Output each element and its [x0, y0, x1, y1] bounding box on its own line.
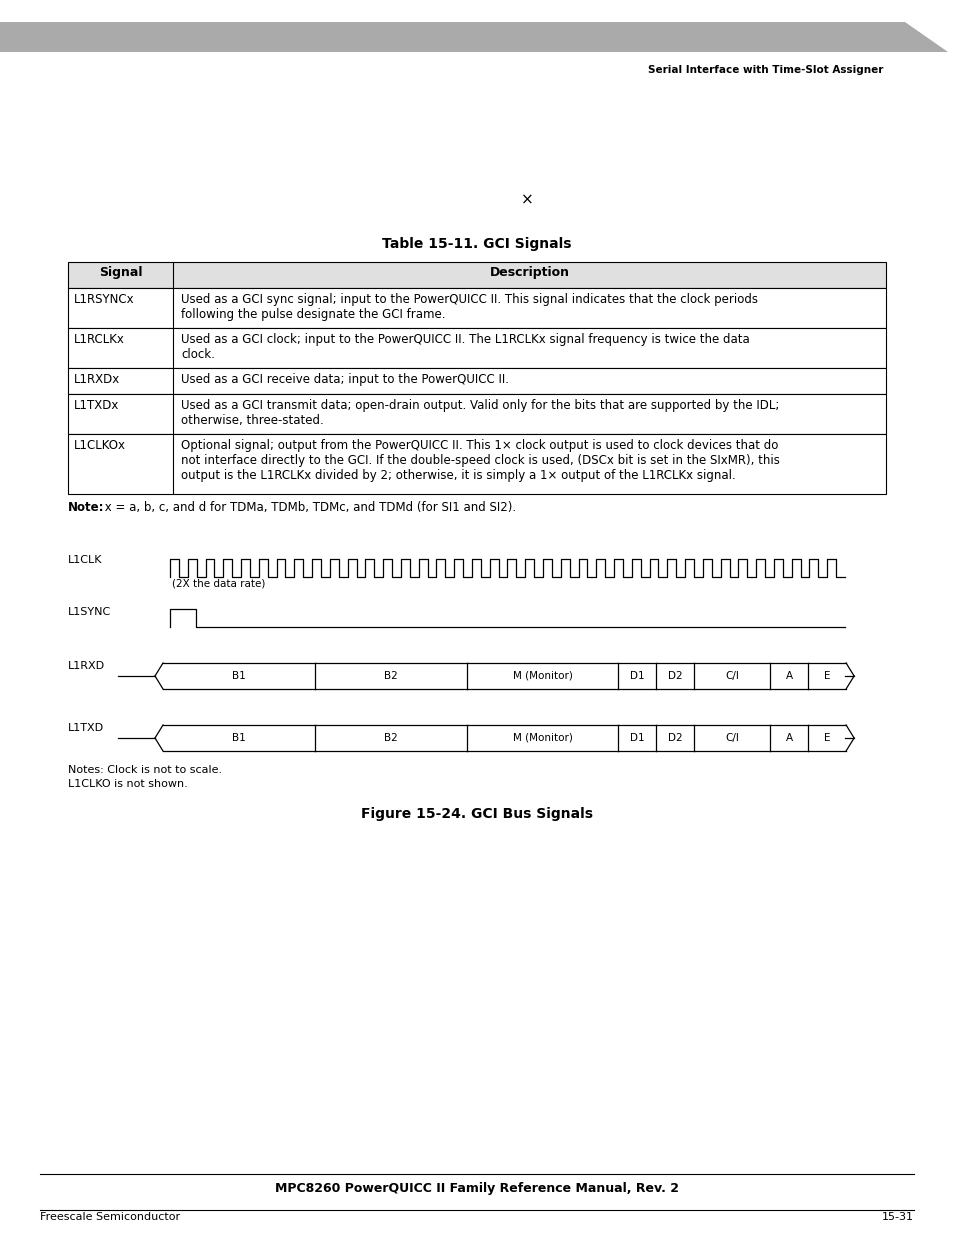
Text: D1: D1 [629, 734, 644, 743]
Text: E: E [823, 671, 829, 680]
Bar [68, 262, 885, 288]
Text: M (Monitor): M (Monitor) [512, 734, 572, 743]
Text: x = a, b, c, and d for TDMa, TDMb, TDMc, and TDMd (for SI1 and SI2).: x = a, b, c, and d for TDMa, TDMb, TDMc,… [101, 501, 516, 514]
Text: Serial Interface with Time-Slot Assigner: Serial Interface with Time-Slot Assigner [647, 65, 882, 75]
Bar [68, 329, 885, 368]
Text: D2: D2 [667, 734, 682, 743]
Text: Figure 15-24. GCI Bus Signals: Figure 15-24. GCI Bus Signals [360, 806, 593, 821]
Text: MPC8260 PowerQUICC II Family Reference Manual, Rev. 2: MPC8260 PowerQUICC II Family Reference M… [274, 1182, 679, 1195]
Text: Note:: Note: [68, 501, 105, 514]
Text: L1RCLKx: L1RCLKx [74, 333, 125, 346]
Text: A: A [784, 734, 792, 743]
Bar [68, 368, 885, 394]
Text: 15-31: 15-31 [882, 1212, 913, 1221]
Text: Used as a GCI sync signal; input to the PowerQUICC II. This signal indicates tha: Used as a GCI sync signal; input to the … [181, 293, 758, 321]
Text: C/I: C/I [724, 734, 739, 743]
Text: Used as a GCI clock; input to the PowerQUICC II. The L1RCLKx signal frequency is: Used as a GCI clock; input to the PowerQ… [181, 333, 749, 361]
Text: L1CLKO is not shown.: L1CLKO is not shown. [68, 779, 188, 789]
Bar [68, 288, 885, 329]
Text: B1: B1 [232, 671, 246, 680]
Text: L1SYNC: L1SYNC [68, 606, 112, 618]
Bar [68, 394, 885, 433]
Text: B2: B2 [383, 734, 397, 743]
Text: C/I: C/I [724, 671, 739, 680]
Text: Description: Description [489, 266, 569, 279]
Text: L1CLK: L1CLK [68, 555, 102, 564]
Bar [68, 433, 885, 494]
Text: Signal: Signal [99, 266, 142, 279]
Text: ×: × [520, 193, 533, 207]
Text: L1RSYNCx: L1RSYNCx [74, 293, 134, 306]
Text: L1TXDx: L1TXDx [74, 399, 119, 412]
Text: L1CLKOx: L1CLKOx [74, 438, 126, 452]
Text: D1: D1 [629, 671, 644, 680]
Text: Used as a GCI transmit data; open-drain output. Valid only for the bits that are: Used as a GCI transmit data; open-drain … [181, 399, 779, 427]
Text: E: E [823, 734, 829, 743]
Text: (2X the data rate): (2X the data rate) [172, 579, 265, 589]
Text: Used as a GCI receive data; input to the PowerQUICC II.: Used as a GCI receive data; input to the… [181, 373, 509, 387]
Text: Notes: Clock is not to scale.: Notes: Clock is not to scale. [68, 764, 222, 776]
Text: A: A [784, 671, 792, 680]
Text: Freescale Semiconductor: Freescale Semiconductor [40, 1212, 180, 1221]
Text: B1: B1 [232, 734, 246, 743]
Text: L1TXD: L1TXD [68, 722, 104, 734]
Text: Table 15-11. GCI Signals: Table 15-11. GCI Signals [382, 237, 571, 251]
Text: Optional signal; output from the PowerQUICC II. This 1× clock output is used to : Optional signal; output from the PowerQU… [181, 438, 779, 482]
Text: M (Monitor): M (Monitor) [512, 671, 572, 680]
Text: B2: B2 [383, 671, 397, 680]
Text: D2: D2 [667, 671, 682, 680]
Polygon shape [0, 22, 947, 52]
Text: L1RXDx: L1RXDx [74, 373, 120, 387]
Text: L1RXD: L1RXD [68, 661, 105, 671]
